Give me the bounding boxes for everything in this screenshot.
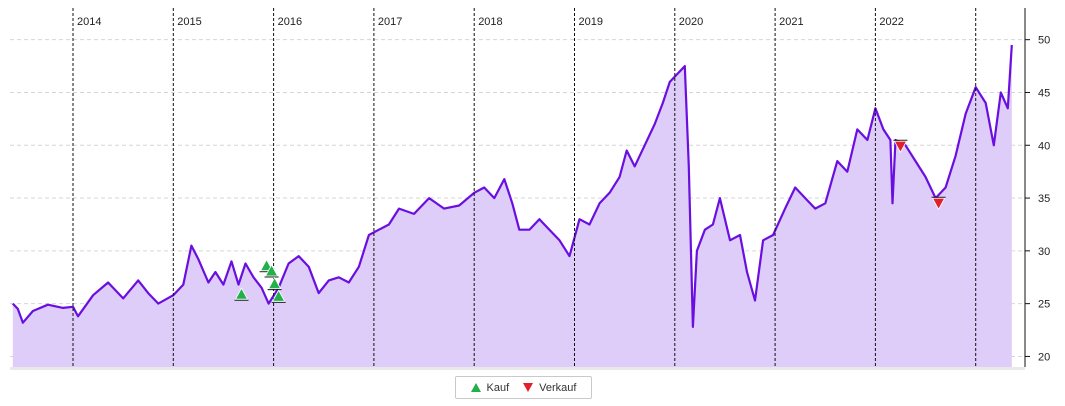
y-tick-label-20: 20 [1038, 351, 1050, 363]
year-label-2016: 2016 [278, 16, 302, 28]
year-label-2020: 2020 [679, 16, 703, 28]
year-label-2015: 2015 [177, 16, 201, 28]
y-tick-label-30: 30 [1038, 246, 1050, 258]
buy-triangle-icon [470, 383, 481, 392]
y-tick-label-50: 50 [1038, 35, 1050, 47]
sell-triangle-icon [523, 383, 534, 392]
year-label-2019: 2019 [579, 16, 603, 28]
buy-marker-3 [267, 276, 282, 290]
buy-marker-4 [271, 289, 286, 302]
legend-item-buy[interactable]: Kauf [470, 381, 510, 394]
buy-marker-2 [264, 264, 279, 277]
year-label-2022: 2022 [879, 16, 903, 28]
x-axis-band [10, 367, 1025, 370]
year-label-2021: 2021 [779, 16, 803, 28]
y-tick-label-40: 40 [1038, 140, 1050, 152]
legend: Kauf Verkauf [455, 376, 592, 399]
year-label-2017: 2017 [378, 16, 402, 28]
legend-label-buy: Kauf [486, 381, 510, 394]
price-line [11, 44, 1013, 328]
year-label-2018: 2018 [478, 16, 502, 28]
y-tick-label-45: 45 [1038, 87, 1050, 99]
buy-marker-0 [234, 287, 249, 300]
sell-marker-1 [931, 197, 946, 211]
legend-item-sell[interactable]: Verkauf [523, 382, 576, 394]
sell-marker-0 [893, 140, 908, 154]
year-label-2014: 2014 [77, 16, 101, 28]
y-tick-label-25: 25 [1038, 299, 1050, 311]
legend-label-sell: Verkauf [539, 381, 577, 394]
y-tick-label-35: 35 [1038, 193, 1050, 205]
